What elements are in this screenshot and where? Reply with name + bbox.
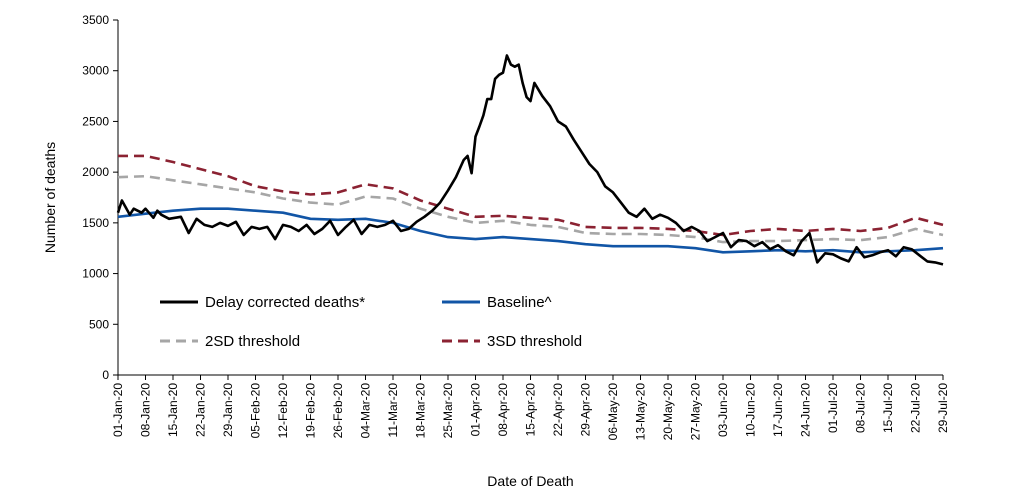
series-line-2sd-threshold [117, 174, 944, 244]
x-tick-label: 01-Apr-20 [469, 383, 483, 437]
y-tick-label: 0 [102, 368, 109, 382]
x-tick-label: 15-Jul-20 [881, 383, 895, 433]
x-tick-label: 12-Feb-20 [276, 383, 290, 439]
x-tick-label: 19-Feb-20 [304, 383, 318, 439]
x-tick-label: 08-Apr-20 [496, 383, 510, 437]
series-lines [116, 54, 944, 266]
y-tick-label: 2000 [82, 165, 109, 179]
legend-label: 2SD threshold [205, 333, 300, 350]
x-tick-label: 01-Jul-20 [826, 383, 840, 433]
y-tick-label: 1000 [82, 267, 109, 281]
x-tick-label: 24-Jun-20 [799, 383, 813, 437]
series-line-delay-corrected-deaths [116, 54, 944, 266]
x-tick-label: 01-Jan-20 [111, 383, 125, 437]
legend: Delay corrected deaths* Baseline^ 2SD thre… [160, 294, 582, 350]
x-tick-label: 03-Jun-20 [716, 383, 730, 437]
x-axis-title: Date of Death [487, 473, 573, 489]
x-tick-label: 11-Mar-20 [386, 383, 400, 438]
legend-label: 3SD threshold [487, 333, 582, 350]
x-axis: 01-Jan-20 08-Jan-20 15-Jan-20 22-Jan-20 29-J… [111, 374, 950, 441]
x-tick-label: 08-Jan-20 [139, 383, 153, 437]
x-tick-label: 13-May-20 [634, 383, 648, 441]
y-axis-title: Number of deaths [42, 142, 58, 253]
x-tick-label: 27-May-20 [689, 383, 703, 441]
x-tick-label: 10-Jun-20 [744, 383, 758, 437]
x-tick-label: 20-May-20 [661, 383, 675, 441]
x-tick-label: 15-Jan-20 [166, 383, 180, 437]
x-tick-label: 29-Apr-20 [579, 383, 593, 437]
x-tick-label: 04-Mar-20 [359, 383, 373, 439]
x-tick-label: 26-Feb-20 [331, 383, 345, 439]
legend-label: Delay corrected deaths* [205, 294, 365, 311]
x-tick-label: 15-Apr-20 [524, 383, 538, 437]
x-tick-label: 08-Jul-20 [854, 383, 868, 433]
x-tick-label: 29-Jul-20 [936, 383, 950, 433]
y-tick-label: 500 [89, 317, 109, 331]
x-tick-label: 18-Mar-20 [414, 383, 428, 439]
y-tick-label: 1500 [82, 216, 109, 230]
x-tick-label: 22-Jan-20 [194, 383, 208, 437]
y-tick-label: 3000 [82, 64, 109, 78]
y-tick-label: 3500 [82, 13, 109, 27]
x-tick-label: 25-Mar-20 [441, 383, 455, 439]
x-tick-label: 06-May-20 [606, 383, 620, 441]
y-axis: 0 500 1000 1500 2000 2500 3000 3500 [82, 13, 119, 382]
series-line-3sd-threshold [118, 154, 944, 237]
x-tick-label: 22-Apr-20 [551, 383, 565, 437]
x-tick-label: 22-Jul-20 [909, 383, 923, 433]
x-tick-label: 05-Feb-20 [249, 383, 263, 439]
x-tick-label: 29-Jan-20 [221, 383, 235, 437]
legend-label: Baseline^ [487, 294, 552, 311]
y-tick-label: 2500 [82, 114, 109, 128]
x-tick-label: 17-Jun-20 [771, 383, 785, 437]
series-line-baseline [117, 207, 944, 254]
